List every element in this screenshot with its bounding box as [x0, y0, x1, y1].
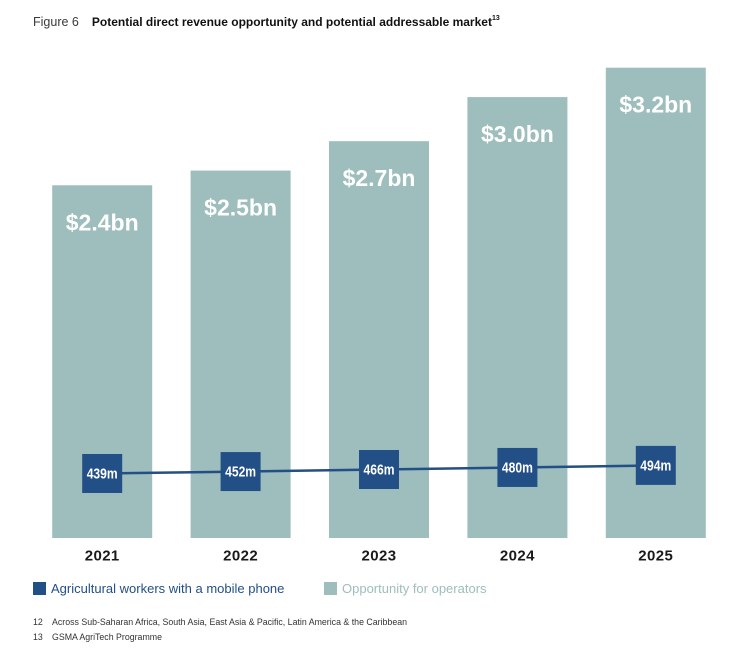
- bar-value-label-2023: $2.7bn: [343, 165, 416, 191]
- x-tick-label-2025: 2025: [638, 548, 673, 565]
- x-tick-label-2024: 2024: [500, 548, 535, 565]
- legend-item-workers: Agricultural workers with a mobile phone: [33, 580, 284, 596]
- legend: Agricultural workers with a mobile phone…: [33, 580, 723, 596]
- legend-item-opportunity: Opportunity for operators: [324, 580, 487, 596]
- bar-label-group: $2.4bn $2.5bn $2.7bn $3.0bn $3.2bn: [66, 92, 692, 236]
- footnote-number: 12: [33, 617, 43, 627]
- bar-value-label-2024: $3.0bn: [481, 121, 554, 147]
- bar-value-label-2022: $2.5bn: [204, 195, 277, 221]
- legend-label-opportunity: Opportunity for operators: [342, 580, 487, 596]
- x-tick-label-2023: 2023: [362, 548, 397, 565]
- bar-value-label-2021: $2.4bn: [66, 209, 139, 235]
- line-value-label-2023: 466m: [364, 462, 395, 479]
- footnotes: 12 Across Sub-Saharan Africa, South Asia…: [33, 615, 407, 645]
- line-marker-group: 439m 452m 466m 480m 494m: [82, 445, 676, 493]
- footnote-text: GSMA AgriTech Programme: [52, 632, 162, 642]
- line-marker-2022: [220, 452, 261, 492]
- legend-swatch-workers: [33, 581, 46, 595]
- x-tick-label-2022: 2022: [223, 548, 258, 565]
- footnote-text: Across Sub-Saharan Africa, South Asia, E…: [52, 617, 407, 627]
- line-value-label-2024: 480m: [502, 459, 533, 476]
- line-marker-2025: [635, 445, 676, 485]
- line-marker-2024: [497, 447, 538, 487]
- line-value-label-2022: 452m: [225, 464, 256, 481]
- x-tick-label-2021: 2021: [85, 548, 120, 565]
- line-value-label-2025: 494m: [640, 457, 671, 474]
- footnote-number: 13: [33, 632, 43, 642]
- legend-swatch-opportunity: [324, 581, 337, 595]
- footnote-12: 12 Across Sub-Saharan Africa, South Asia…: [33, 615, 407, 630]
- chart-title: Potential direct revenue opportunity and…: [91, 15, 492, 29]
- legend-label-workers: Agricultural workers with a mobile phone: [51, 580, 285, 596]
- figure-label: Figure 6: [33, 15, 79, 29]
- chart: $2.4bn$2.5bn$2.7bn$3.0bn$3.2bn 439m 452m 4…: [52, 67, 706, 565]
- line-marker-2021: [82, 453, 123, 493]
- footnote-13: 13 GSMA AgriTech Programme: [33, 630, 407, 645]
- line-marker-2023: [359, 450, 399, 490]
- title-footnote-ref: 13: [491, 15, 500, 22]
- x-axis-labels: 2021 2022 2023 2024 2025: [85, 548, 673, 565]
- figure-header: Figure 6 Potential direct revenue opportu…: [33, 14, 500, 30]
- line-value-label-2021: 439m: [87, 465, 118, 482]
- bar-value-label-2025: $3.2bn: [619, 92, 692, 118]
